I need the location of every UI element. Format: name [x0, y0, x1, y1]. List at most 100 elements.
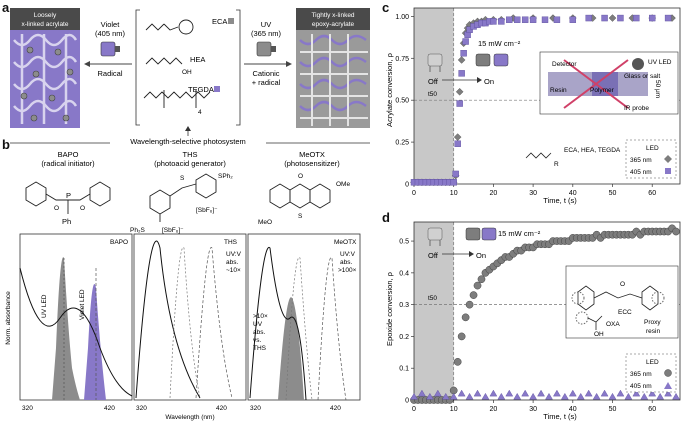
data-point-405nm	[454, 140, 461, 147]
ths-structure	[149, 173, 217, 222]
data-point-365nm	[465, 300, 474, 309]
meotx-structure	[269, 183, 331, 209]
left-box-title-1: Loosely	[34, 12, 57, 19]
y-tick-label: 0.50	[395, 98, 409, 105]
plot-frame	[413, 221, 681, 401]
legend-c-365: 365 nm	[630, 157, 652, 164]
data-point-365nm	[469, 291, 478, 299]
xtick-320-c: 320	[250, 405, 261, 412]
dark-period-shade	[414, 8, 454, 184]
data-point-405nm	[585, 14, 592, 22]
y-tick-label: 0	[405, 182, 409, 189]
data-point-405nm	[458, 70, 465, 77]
panel-label-d: d	[382, 210, 390, 225]
inset-polymer: Polymer	[590, 87, 615, 94]
data-point-405nm	[600, 389, 609, 397]
hea-oh: OH	[182, 69, 192, 76]
chart-c-ylabel: Acrylate conversion, ρ	[385, 53, 394, 127]
x-tick-label: 20	[490, 190, 498, 197]
data-point-405nm	[490, 18, 497, 25]
x-tick-label: 0	[412, 406, 416, 413]
inset-uv-led: UV LED	[648, 59, 672, 66]
y-tick-label: 0.5	[399, 239, 409, 246]
eca-structure	[145, 19, 194, 35]
right-box-title-1: Tightly x-linked	[311, 12, 354, 19]
data-point-405nm	[624, 392, 633, 400]
x-tick-label: 60	[648, 190, 656, 197]
data-point-405nm	[426, 392, 434, 400]
data-point-365nm	[477, 275, 486, 284]
y-tick-label: 0.4	[399, 270, 409, 277]
y-tick-label: 1.00	[395, 14, 409, 21]
dark-period-shade-d	[414, 222, 454, 400]
ths-uv-led-line	[169, 247, 201, 399]
off-on-arrowhead-d	[469, 251, 474, 257]
compound-bapo: BAPO	[58, 150, 79, 159]
x-tick-label: 40	[569, 190, 577, 197]
panel-a: Loosely x-linked acrylate Violet (405 nm…	[10, 8, 370, 146]
legend-d-405: 405 nm	[630, 383, 652, 390]
data-point-405nm	[505, 389, 514, 397]
data-point-405nm	[617, 14, 624, 22]
compound-ths-role: (photoacid generator)	[154, 159, 226, 168]
data-point-365nm	[672, 227, 680, 236]
ths-absorbance-curve	[135, 240, 201, 399]
x-tick-label: 0	[412, 190, 416, 197]
bapo-o2: O	[80, 205, 85, 212]
tegda-structure	[143, 90, 211, 108]
chart-c-axes: 0 10 20 30 40 50 60 0 0.25 0.50 0.75 1.00	[395, 7, 681, 197]
bapo-subtitle: BAPO	[110, 239, 128, 246]
monomer-hea: HEA	[190, 55, 205, 64]
bapo-violet-led-label: Violet LED	[79, 289, 86, 320]
data-point-405nm	[529, 392, 537, 400]
data-point-405nm	[648, 389, 657, 397]
data-point-405nm	[633, 14, 640, 22]
violet-nm-label: (405 nm)	[95, 29, 126, 38]
led-on-label-d: On	[476, 251, 486, 260]
led-off-label-d: Off	[428, 251, 439, 260]
plot-frame	[413, 7, 681, 185]
r-label: R	[554, 161, 559, 168]
violet-led-icon	[100, 41, 120, 57]
chart-c-t50: t50	[428, 91, 437, 98]
data-point-405nm	[584, 389, 593, 397]
meotx-side-3: abs.	[253, 329, 265, 336]
inset-ir-probe: IR probe	[624, 105, 649, 112]
x-tick-label: 10	[450, 190, 458, 197]
led-off-icon	[427, 53, 443, 72]
meotx-ome: OMe	[336, 181, 350, 188]
intensity-label: 15 mW cm⁻²	[478, 39, 521, 48]
meotx-side-5: THS	[253, 345, 267, 352]
absorbance-xlabel: Wavelength (nm)	[165, 414, 214, 421]
monomer-bracket	[135, 9, 241, 126]
cationic-label: Cationic	[252, 69, 279, 78]
ths-sbf6-2: [SbF₆]⁻	[162, 227, 184, 234]
bapo-uv-led-label: UV LED	[41, 294, 48, 318]
epoxy-inset	[565, 265, 679, 339]
data-point-405nm	[601, 14, 608, 22]
inset-resin: Resin	[550, 87, 567, 94]
inset-oxa: OXA	[606, 321, 620, 328]
data-point-405nm	[664, 389, 672, 397]
photosystem-label-bg	[110, 136, 266, 146]
data-point-365nm	[473, 281, 482, 290]
x-tick-label: 50	[609, 406, 617, 413]
compound-ths: THS	[183, 150, 198, 159]
legend-d-365: 365 nm	[630, 371, 652, 378]
compound-meotx: MeOTX	[299, 150, 325, 159]
ths-sph2: SPh₂	[218, 173, 233, 180]
meotx-s: S	[298, 213, 303, 220]
data-point-405nm	[640, 392, 649, 400]
data-point-405nm	[553, 16, 561, 23]
off-on-arrowhead	[477, 77, 482, 83]
meotx-note-2: abs.	[340, 259, 352, 266]
uv-arrowhead	[286, 61, 292, 67]
ths-note-2: abs.	[226, 259, 238, 266]
inset-detector: Detector	[552, 61, 577, 68]
data-point-405nm	[498, 18, 505, 25]
data-point-365nm	[457, 56, 466, 64]
legend-c-405-marker	[665, 168, 671, 174]
x-tick-label: 10	[450, 406, 458, 413]
data-point-405nm	[481, 392, 490, 400]
led-on-icons	[475, 53, 509, 67]
